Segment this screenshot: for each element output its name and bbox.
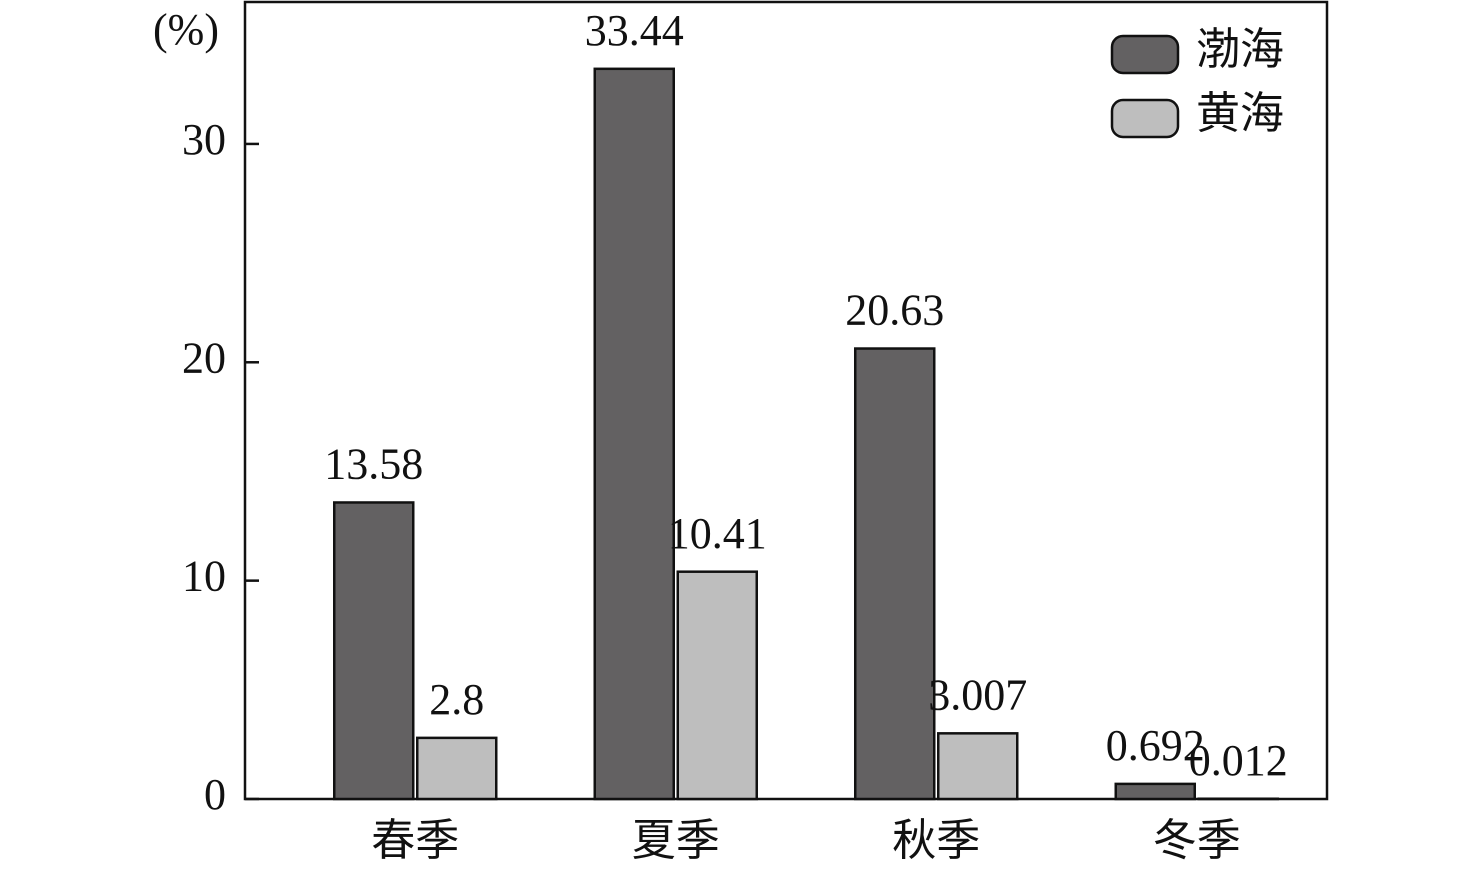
y-axis-label: (%) [153,5,219,54]
y-tick-label: 10 [182,552,226,601]
bar [593,67,675,801]
y-tick-label: 30 [182,115,226,164]
legend-label: 黄海 [1196,89,1284,138]
plot-frame [243,0,1329,801]
bar [676,570,758,801]
value-label: 3.007 [928,670,1027,719]
bar [937,732,1019,801]
value-label: 0.692 [1106,721,1205,770]
bar [333,501,415,801]
bar [1114,782,1196,801]
value-label: 33.44 [585,6,684,55]
value-label: 20.63 [845,286,944,335]
legend-label: 渤海 [1196,25,1284,74]
x-tick-label: 冬季 [1153,816,1241,865]
value-label: 10.41 [668,509,767,558]
value-label: 0.012 [1189,736,1288,785]
legend-swatch [1110,98,1180,139]
value-label: 2.8 [429,675,484,724]
legend-swatch [1110,34,1180,75]
bar [416,736,498,801]
value-label: 13.58 [324,440,423,489]
x-tick-label: 夏季 [632,816,720,865]
y-tick-label: 0 [204,770,226,819]
x-tick-label: 春季 [371,816,459,865]
bar [854,347,936,801]
y-tick-label: 20 [182,333,226,382]
x-tick-label: 秋季 [892,816,980,865]
